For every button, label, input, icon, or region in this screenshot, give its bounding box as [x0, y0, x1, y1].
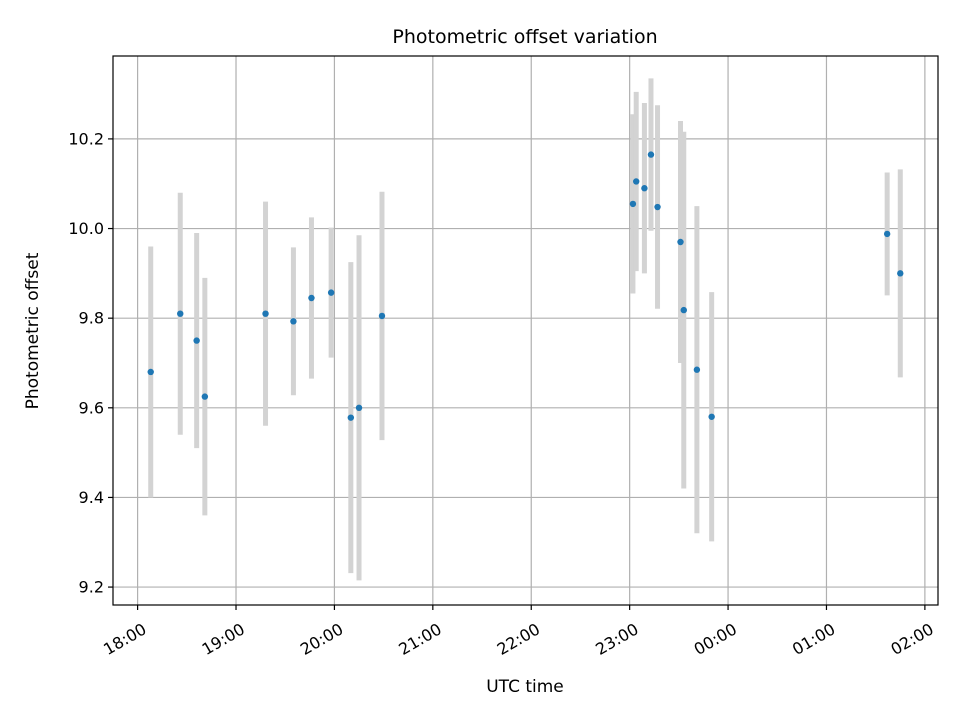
- data-point: [308, 294, 315, 302]
- data-point: [147, 368, 154, 376]
- grid: [113, 56, 938, 605]
- data-points: [147, 151, 904, 421]
- y-axis: 9.2 9.4 9.6 9.8 10.0 10.2: [68, 129, 113, 597]
- data-point: [654, 203, 661, 211]
- data-point: [177, 310, 184, 317]
- data-point: [290, 318, 297, 325]
- plot-frame: [112, 55, 939, 606]
- y-axis-label: Photometric offset: [23, 252, 43, 409]
- data-point: [641, 185, 648, 192]
- data-point: [708, 413, 715, 420]
- data-point: [897, 270, 904, 277]
- y-tick-label: 9.2: [79, 578, 104, 597]
- y-tick-label: 10.2: [68, 129, 104, 148]
- x-axis-label: UTC time: [486, 677, 564, 697]
- y-tick-label: 9.8: [79, 309, 104, 328]
- data-point: [262, 310, 269, 317]
- data-point: [193, 337, 200, 344]
- data-point: [677, 238, 684, 246]
- y-tick-label: 9.6: [79, 398, 104, 417]
- data-point: [633, 178, 640, 185]
- data-point: [693, 366, 701, 373]
- data-point: [680, 306, 687, 314]
- data-point: [629, 200, 637, 208]
- data-point: [327, 289, 335, 296]
- data-point: [378, 312, 386, 320]
- chart-title: Photometric offset variation: [392, 26, 657, 48]
- y-tick-label: 9.4: [79, 488, 104, 507]
- data-point: [883, 230, 891, 238]
- data-point: [647, 151, 655, 158]
- data-point: [355, 404, 363, 412]
- data-point: [201, 393, 209, 400]
- data-point: [347, 414, 355, 421]
- y-tick-label: 10.0: [68, 219, 104, 238]
